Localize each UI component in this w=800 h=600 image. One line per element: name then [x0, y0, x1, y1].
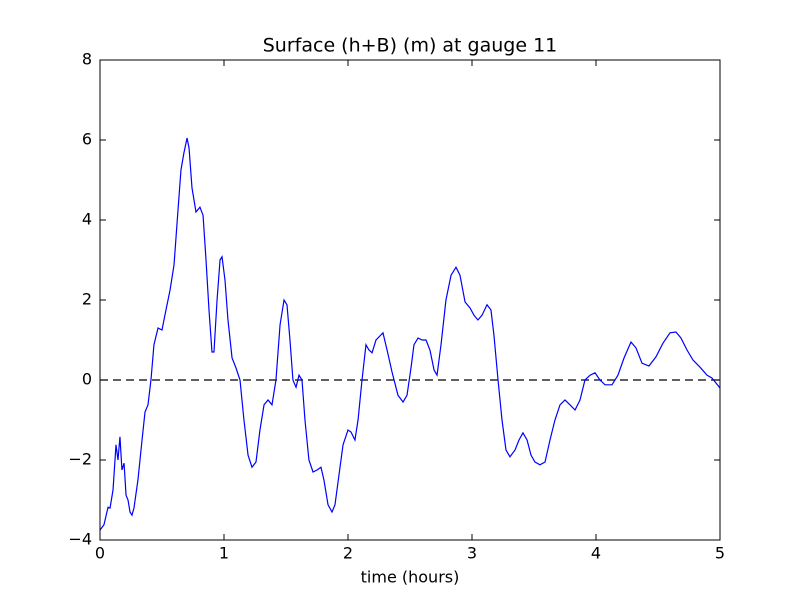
- x-tick-label: 3: [467, 544, 477, 563]
- chart-title: Surface (h+B) (m) at gauge 11: [263, 35, 558, 57]
- y-tick-label: 2: [82, 290, 92, 309]
- y-tick-label: 6: [82, 130, 92, 149]
- y-tick-label: 4: [82, 210, 92, 229]
- x-tick-label: 0: [95, 544, 105, 563]
- y-tick-label: −4: [68, 530, 92, 549]
- y-tick-label: −2: [68, 450, 92, 469]
- x-tick-label: 4: [591, 544, 601, 563]
- y-tick-label: 0: [82, 370, 92, 389]
- x-tick-label: 5: [715, 544, 725, 563]
- x-axis-label: time (hours): [361, 568, 460, 587]
- x-tick-label: 2: [343, 544, 353, 563]
- y-tick-label: 8: [82, 50, 92, 69]
- x-tick-label: 1: [219, 544, 229, 563]
- data-line: [99, 137, 721, 531]
